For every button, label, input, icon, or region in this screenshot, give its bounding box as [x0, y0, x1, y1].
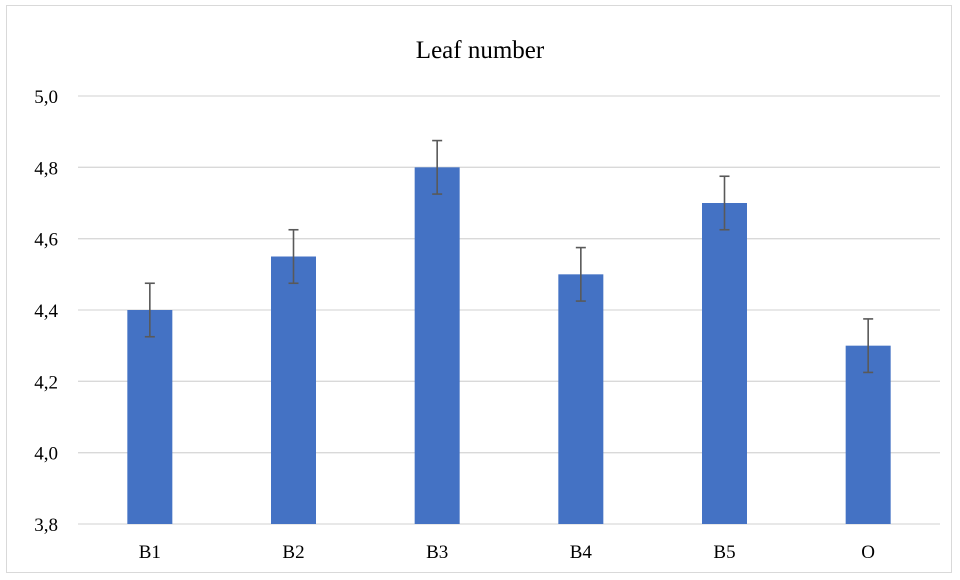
x-tick-label: B3: [426, 542, 448, 563]
error-bar-b2: [288, 228, 299, 285]
error-bar-o: [863, 318, 874, 374]
bar-b2: [271, 256, 316, 524]
error-bar-b1: [144, 282, 155, 338]
y-tick-label: 4,6: [34, 230, 58, 251]
chart-title: Leaf number: [416, 37, 545, 64]
x-tick-label: B1: [139, 542, 161, 563]
x-tick-label: B5: [713, 542, 735, 563]
bar-b4: [558, 274, 604, 524]
y-tick-label: 4,2: [34, 372, 58, 393]
x-tick-label: B2: [282, 542, 304, 563]
y-tick-label: 4,8: [34, 158, 58, 179]
y-axis-ticks: 3,8 4,0 4,2 4,4 4,6 4,8 5,0: [34, 87, 58, 536]
x-tick-label: B4: [570, 542, 593, 563]
bar-b5: [702, 203, 747, 524]
error-bar-b4: [575, 246, 586, 302]
gridlines: [78, 95, 940, 525]
y-tick-label: 3,8: [34, 515, 58, 536]
x-axis-ticks: B1 B2 B3 B4 B5 O: [139, 542, 875, 563]
error-bar-b3: [432, 139, 443, 195]
error-bar-b5: [719, 175, 730, 231]
bars: [127, 167, 891, 525]
y-tick-label: 5,0: [34, 87, 58, 108]
error-bars: [144, 139, 874, 374]
y-tick-label: 4,0: [34, 444, 58, 465]
x-tick-label: O: [861, 542, 875, 563]
bar-o: [845, 345, 891, 524]
y-tick-label: 4,4: [34, 301, 58, 322]
bar-b1: [127, 310, 173, 524]
bar-b3: [414, 167, 460, 525]
